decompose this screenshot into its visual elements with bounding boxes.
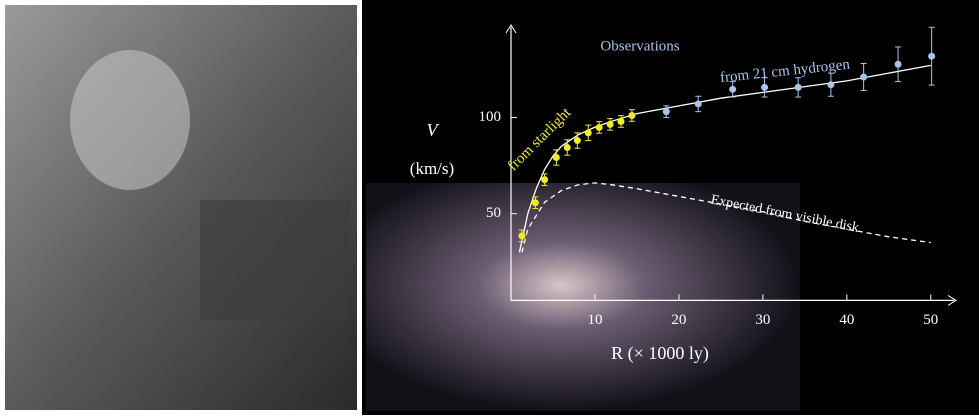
data-point xyxy=(573,137,581,145)
y-tick-label: 100 xyxy=(479,109,502,125)
y-axis-unit: (km/s) xyxy=(410,159,454,178)
data-point xyxy=(827,81,835,89)
data-point xyxy=(617,117,625,125)
data-point xyxy=(894,60,902,68)
data-point xyxy=(518,232,526,240)
data-point xyxy=(694,100,702,108)
x-tick-label: 20 xyxy=(671,312,686,328)
y-tick-label: 50 xyxy=(486,205,501,221)
chart-title: Observations xyxy=(600,38,679,54)
x-axis-label: R (× 1000 ly) xyxy=(611,343,709,364)
y-axis-label: V xyxy=(427,120,440,140)
galaxy-image xyxy=(366,183,800,411)
data-point xyxy=(606,120,614,128)
photo-instrument xyxy=(200,200,350,320)
x-axis-arrow xyxy=(947,294,957,306)
x-tick-label: 10 xyxy=(587,312,602,328)
data-point xyxy=(628,112,636,120)
data-point xyxy=(860,73,868,81)
data-point xyxy=(794,83,802,91)
x-tick-label: 50 xyxy=(923,312,938,328)
y-axis-arrow xyxy=(505,24,517,34)
data-point xyxy=(531,199,539,207)
data-point xyxy=(729,85,737,93)
data-point xyxy=(541,176,549,184)
data-point xyxy=(595,123,603,131)
x-tick-label: 40 xyxy=(839,312,854,328)
data-point xyxy=(563,143,571,151)
expected-curve xyxy=(521,182,931,253)
fit-curve xyxy=(518,64,931,253)
photo-figure xyxy=(70,50,190,190)
data-point xyxy=(928,52,936,60)
x-tick-label: 30 xyxy=(755,312,770,328)
data-point xyxy=(662,108,670,116)
data-point xyxy=(584,129,592,137)
data-point xyxy=(552,154,560,162)
data-point xyxy=(761,83,769,91)
